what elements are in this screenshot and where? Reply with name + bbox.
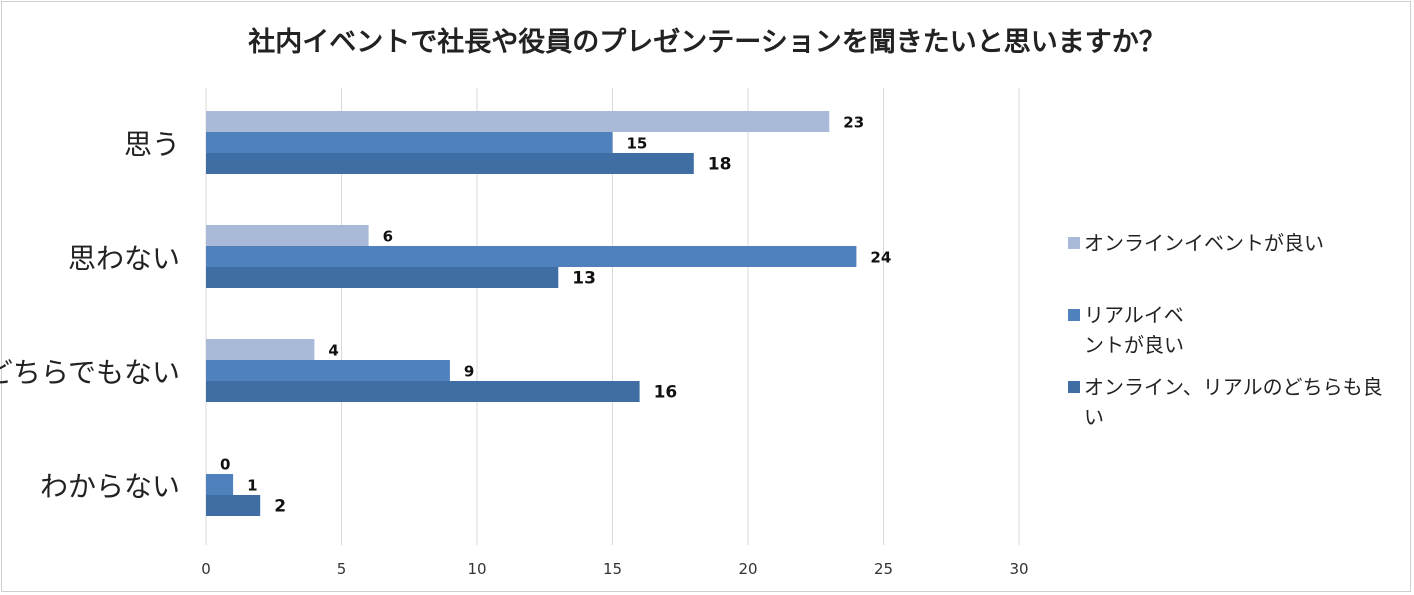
category-label: どちらでもない [0,356,180,389]
data-label: 15 [627,135,648,153]
data-label: 24 [870,249,891,267]
x-tick-label: 0 [201,560,211,578]
data-label: 2 [274,497,286,517]
data-label: 9 [464,363,474,381]
data-label: 16 [654,383,678,403]
x-tick-label: 25 [874,560,893,578]
category-label: 思う [124,128,180,161]
bar [206,153,694,174]
data-label: 23 [843,114,864,132]
data-label: 1 [247,477,257,495]
x-tick-label: 30 [1009,560,1028,578]
data-label: 0 [220,456,230,474]
bar [206,132,613,153]
data-label: 18 [708,155,732,175]
x-tick-label: 10 [467,560,486,578]
legend-swatch [1068,309,1080,321]
data-label: 4 [328,342,338,360]
bar [206,267,559,288]
x-tick-label: 5 [337,560,347,578]
bar [206,111,830,132]
x-tick-label: 20 [738,560,757,578]
bar [206,339,315,360]
chart-title: 社内イベントで社長や役員のプレゼンテーションを聞きたいと思いますか？ [248,27,1166,58]
legend-label: ントが良い [1084,333,1184,357]
category-label: 思わない [68,242,180,275]
bar [206,381,640,402]
legend-swatch [1068,237,1080,249]
legend-label: オンラインイベントが良い [1084,231,1324,255]
bar [206,495,261,516]
data-label: 6 [383,228,393,246]
legend-swatch [1068,381,1080,393]
bar [206,360,450,381]
x-tick-label: 15 [603,560,622,578]
bar [206,474,234,495]
bar [206,225,369,246]
legend-label: オンライン、リアルのどちらも良 [1084,375,1383,399]
category-label: わからない [40,470,180,503]
legend-label: い [1084,405,1104,429]
bar [206,246,857,267]
data-label: 13 [572,269,596,289]
legend-label: リアルイベ [1084,303,1184,327]
